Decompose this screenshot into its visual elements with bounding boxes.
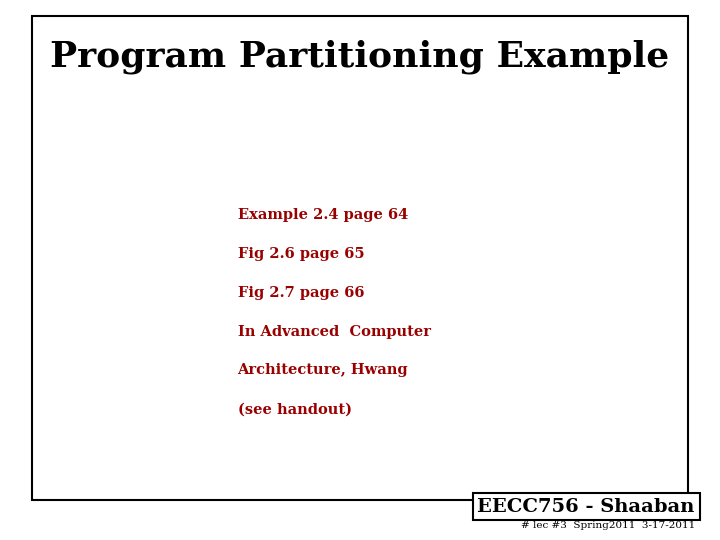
Text: Architecture, Hwang: Architecture, Hwang [238,363,408,377]
Text: EECC756 - Shaaban: EECC756 - Shaaban [477,497,695,516]
Text: Fig 2.7 page 66: Fig 2.7 page 66 [238,286,364,300]
Text: # lec #3  Spring2011  3-17-2011: # lec #3 Spring2011 3-17-2011 [521,521,695,530]
Text: Program Partitioning Example: Program Partitioning Example [50,39,670,74]
Text: Example 2.4 page 64: Example 2.4 page 64 [238,208,408,222]
Text: (see handout): (see handout) [238,402,351,416]
Bar [32,16,688,500]
Text: Fig 2.6 page 65: Fig 2.6 page 65 [238,247,364,261]
Text: In Advanced  Computer: In Advanced Computer [238,325,431,339]
